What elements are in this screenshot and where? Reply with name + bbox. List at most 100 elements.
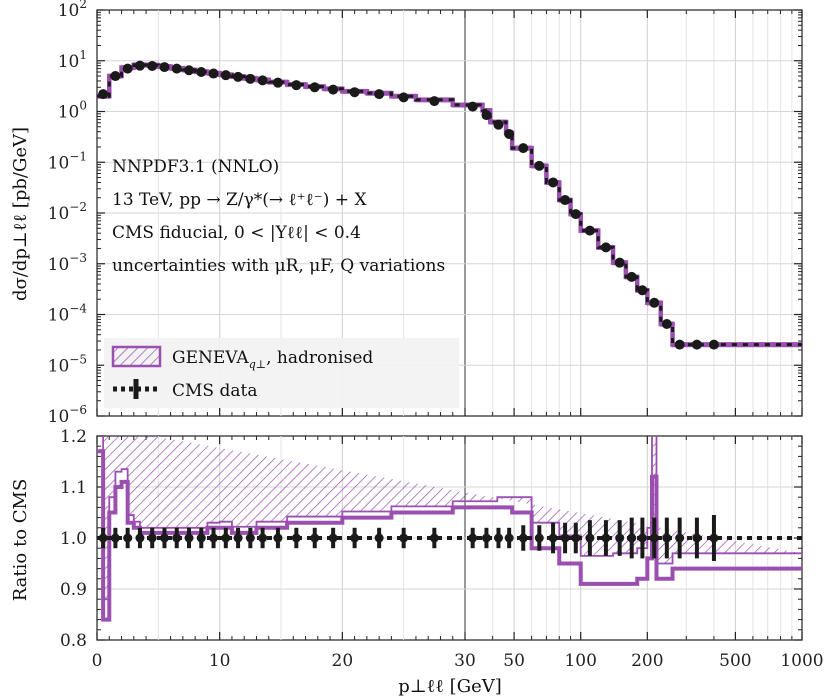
annotation-line-4: uncertainties with μR, μF, Q variations <box>112 256 445 276</box>
cms-ratio-point <box>518 533 528 543</box>
x-tick-label: 20 <box>332 651 354 671</box>
cms-data-point <box>147 60 158 71</box>
cms-ratio-point <box>662 533 672 543</box>
annotation-line-1: NNPDF3.1 (NNLO) <box>112 157 279 177</box>
cms-data-point <box>691 339 702 350</box>
cms-data-point <box>584 225 595 236</box>
cms-data-point <box>600 242 611 253</box>
cms-data-point <box>708 339 719 350</box>
top-series-group <box>97 60 802 350</box>
cms-data-point <box>560 195 571 206</box>
cms-ratio-point <box>504 533 514 543</box>
cms-data-point <box>649 297 660 308</box>
cms-ratio-point <box>399 533 409 543</box>
top-y-tick-label: 101 <box>58 48 87 72</box>
cms-data-point <box>208 68 219 79</box>
cms-ratio-point <box>221 533 231 543</box>
x-tick-label: 0 <box>92 651 103 671</box>
cms-data-point <box>518 143 529 154</box>
cms-ratio-point <box>209 533 219 543</box>
top-y-tick-label: 100 <box>58 99 87 123</box>
cms-ratio-point <box>258 533 268 543</box>
cms-top-dotted-line <box>97 63 802 347</box>
annotation-line-2: 13 TeV, pp → Z/γ*(→ ℓ⁺ℓ⁻) + X <box>112 190 367 210</box>
x-axis-label: p⊥ℓℓ [GeV] <box>398 676 502 697</box>
cms-data-point <box>159 62 170 73</box>
cms-ratio-point <box>110 533 120 543</box>
cms-data-point <box>534 160 545 171</box>
cms-ratio-point <box>627 533 637 543</box>
cms-data-point <box>548 177 559 188</box>
legend-geneva-label: GENEVAq⊥, hadronised <box>172 348 373 371</box>
cms-data-point <box>184 65 194 76</box>
cms-data-point <box>233 71 244 82</box>
top-y-tick-label: 10−2 <box>48 200 87 224</box>
cms-ratio-point <box>615 533 625 543</box>
legend-cms-label: CMS data <box>172 381 257 401</box>
cms-ratio-point <box>709 533 719 543</box>
cms-data-point <box>98 89 109 100</box>
bottom-y-tick-label: 0.8 <box>60 631 87 651</box>
cms-ratio-point <box>585 533 595 543</box>
cms-data-point <box>349 87 360 98</box>
x-tick-label: 200 <box>631 651 663 671</box>
x-tick-label: 500 <box>719 651 751 671</box>
cms-ratio-point <box>98 533 108 543</box>
legend: GENEVAq⊥, hadronised CMS data <box>104 338 459 408</box>
cms-ratio-point <box>468 533 478 543</box>
top-y-tick-label: 10−6 <box>48 403 87 427</box>
top-y-tick-label: 10−4 <box>48 302 88 326</box>
cms-data-point <box>122 63 133 74</box>
cms-ratio-point <box>493 533 503 543</box>
cms-data-point <box>570 209 581 220</box>
cms-data-point <box>504 129 515 140</box>
cms-data-point <box>220 70 231 81</box>
top-y-tick-label: 10−3 <box>48 251 87 275</box>
cms-ratio-point <box>692 533 702 543</box>
cms-data-point <box>196 67 207 78</box>
cms-data-point <box>398 92 409 103</box>
x-tick-label: 50 <box>503 651 525 671</box>
top-grid <box>97 10 802 416</box>
bottom-y-tick-label: 1.0 <box>60 529 87 549</box>
cms-data-point <box>245 73 256 84</box>
cms-ratio-point <box>534 533 544 543</box>
cms-data-point <box>328 84 339 95</box>
cms-ratio-point <box>548 533 558 543</box>
legend-background <box>104 338 459 408</box>
cms-data-point <box>493 119 504 130</box>
cms-data-point <box>134 60 145 71</box>
cms-data-point <box>429 96 440 107</box>
cms-ratio-point <box>374 533 384 543</box>
cms-data-point <box>272 77 283 88</box>
cms-ratio-point <box>637 533 647 543</box>
cms-ratio-point <box>233 533 243 543</box>
cms-data-point <box>637 285 648 296</box>
cms-data-point <box>467 101 478 112</box>
cms-data-point <box>110 71 121 82</box>
cms-ratio-point <box>135 533 145 543</box>
axis-ticks: 10210110010−110−210−310−410−510−60.80.91… <box>48 0 824 671</box>
legend-geneva-swatch <box>111 345 162 368</box>
top-y-tick-label: 10−1 <box>48 149 87 173</box>
annotation-block: NNPDF3.1 (NNLO) 13 TeV, pp → Z/γ*(→ ℓ⁺ℓ⁻… <box>112 157 445 276</box>
cms-ratio-point <box>123 533 133 543</box>
bottom-y-tick-label: 1.1 <box>60 478 87 498</box>
x-tick-label: 1000 <box>780 651 823 671</box>
cms-ratio-point <box>196 533 206 543</box>
top-y-axis-label: dσ/dp⊥ℓℓ [pb/GeV] <box>10 127 31 301</box>
top-y-tick-label: 102 <box>58 0 87 21</box>
cms-data-point <box>291 80 302 91</box>
cms-ratio-point <box>245 533 255 543</box>
geneva-ratio-line <box>97 449 802 622</box>
cms-data-point <box>626 271 637 282</box>
cms-data-point <box>309 82 320 93</box>
cms-ratio-point <box>429 533 439 543</box>
cms-ratio-point <box>273 533 283 543</box>
cms-ratio-point <box>184 533 194 543</box>
cms-ratio-point <box>675 533 685 543</box>
cms-ratio-point <box>159 533 169 543</box>
cms-data-point <box>674 339 685 350</box>
